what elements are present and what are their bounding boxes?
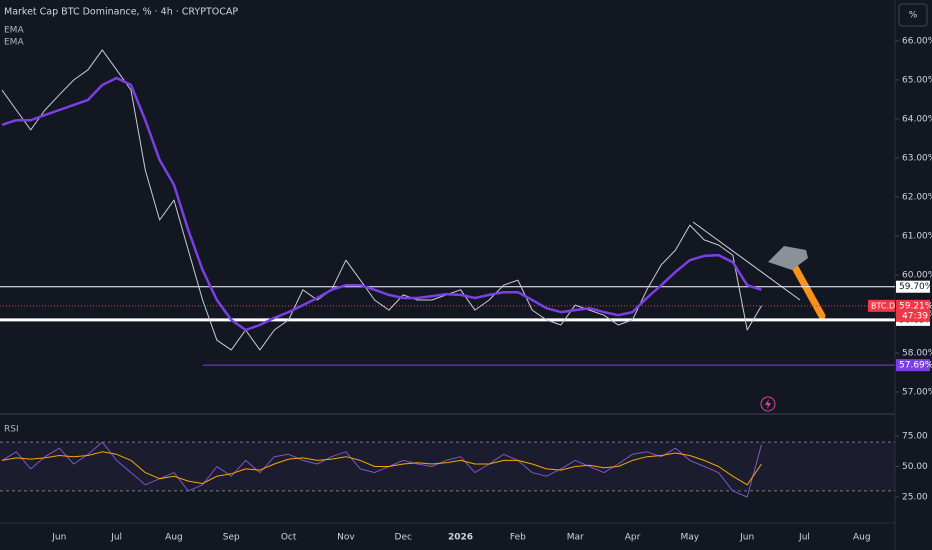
series-line bbox=[1, 441, 762, 498]
y-tick-label: 50.00 bbox=[902, 462, 928, 472]
countdown: 47:39 bbox=[902, 311, 928, 321]
x-tick-label: 2026 bbox=[448, 533, 473, 543]
y-tick-label: 75.00 bbox=[902, 431, 928, 441]
level-label: 57.69% bbox=[899, 361, 932, 371]
unit-button-frame[interactable] bbox=[898, 3, 928, 27]
series-line bbox=[1, 451, 762, 486]
last-price-tag bbox=[896, 299, 930, 322]
x-tick-label: Jul bbox=[798, 533, 810, 543]
x-tick-label: Jun bbox=[739, 533, 754, 543]
x-tick-label: Jun bbox=[51, 533, 66, 543]
symbol-label: BTC.D bbox=[871, 301, 895, 310]
x-tick-label: Feb bbox=[510, 533, 526, 543]
level-label: 59.70% bbox=[899, 282, 932, 292]
rsi-band bbox=[0, 442, 895, 491]
x-tick-label: Dec bbox=[395, 533, 412, 543]
x-tick-label: Aug bbox=[165, 533, 183, 543]
x-tick-label: Apr bbox=[625, 533, 641, 543]
y-tick-label: 60.00% bbox=[902, 271, 932, 281]
y-tick-label: 66.00% bbox=[902, 36, 932, 46]
chart-title: Market Cap BTC Dominance, % · 4h · CRYPT… bbox=[4, 7, 238, 18]
x-tick-label: Mar bbox=[567, 533, 584, 543]
y-tick-label: 63.00% bbox=[902, 153, 932, 163]
x-tick-label: Jul bbox=[110, 533, 122, 543]
y-tick-label: 62.00% bbox=[902, 193, 932, 203]
level-tag bbox=[896, 359, 930, 372]
x-tick-label: Aug bbox=[853, 533, 871, 543]
rsi-title: RSI bbox=[4, 425, 19, 435]
last-price-label: 59.21% bbox=[899, 301, 932, 311]
hammer-icon bbox=[768, 246, 826, 320]
event-marker[interactable] bbox=[760, 396, 776, 412]
x-tick-label: Oct bbox=[281, 533, 297, 543]
y-tick-label: 65.00% bbox=[902, 75, 932, 85]
y-tick-label: 64.00% bbox=[902, 114, 932, 124]
level-tag bbox=[896, 280, 930, 293]
y-tick-label: 61.00% bbox=[902, 232, 932, 242]
indicator-label: EMA bbox=[4, 38, 24, 48]
y-tick-label: 58.00% bbox=[902, 349, 932, 359]
series-line bbox=[1, 76, 762, 332]
indicator-label: EMA bbox=[4, 26, 24, 36]
y-tick-label: 25.00 bbox=[902, 492, 928, 502]
unit-button[interactable]: % bbox=[909, 11, 918, 21]
x-tick-label: Sep bbox=[223, 533, 240, 543]
x-tick-label: Nov bbox=[337, 533, 355, 543]
x-tick-label: May bbox=[681, 533, 700, 543]
series-line bbox=[1, 49, 762, 351]
y-tick-label: 57.00% bbox=[902, 388, 932, 398]
symbol-tag bbox=[868, 299, 895, 312]
